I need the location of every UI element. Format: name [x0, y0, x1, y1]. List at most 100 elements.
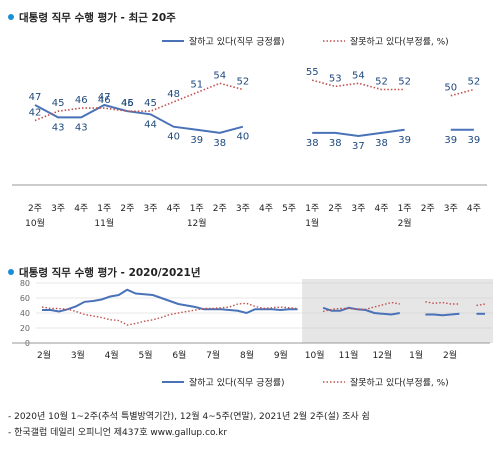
- x-week-label: 5주: [282, 203, 296, 214]
- x-month-label: 11월: [94, 217, 114, 229]
- x-month-label: 5월: [138, 349, 152, 361]
- negative-data-label: 48: [167, 89, 180, 100]
- negative-series-line: [476, 303, 486, 307]
- x-week-label: 2주: [120, 203, 134, 214]
- x-month-label: 11월: [339, 349, 359, 361]
- x-month-label: 4월: [105, 349, 119, 361]
- positive-series-line: [312, 128, 405, 138]
- x-month-label: 2월: [37, 349, 51, 361]
- negative-data-label: 52: [237, 77, 250, 88]
- legend-positive-label: 잘하고 있다(직무 긍정률): [189, 377, 285, 389]
- x-month-label: 9월: [274, 349, 288, 361]
- positive-data-label: 43: [75, 122, 88, 133]
- x-month-label: 1월: [305, 217, 319, 229]
- x-week-label: 1주: [305, 203, 319, 214]
- x-week-label: 3주: [143, 203, 157, 214]
- negative-data-label: 52: [468, 77, 481, 88]
- x-week-label: 4주: [259, 203, 273, 214]
- x-month-label: 8월: [240, 349, 254, 361]
- negative-data-label: 55: [306, 67, 319, 78]
- positive-data-label: 38: [375, 138, 388, 149]
- negative-series-line: [34, 82, 244, 122]
- bottom-chart-title-text: 대통령 직무 수행 평가 - 2020/2021년: [19, 267, 201, 279]
- negative-data-label: 52: [375, 77, 388, 88]
- x-week-label: 2주: [28, 203, 42, 214]
- x-week-label: 1주: [398, 203, 412, 214]
- x-week-label: 4주: [374, 203, 388, 214]
- bullet-icon: [8, 14, 14, 20]
- x-month-label: 2월: [443, 349, 457, 361]
- x-month-label: 6월: [172, 349, 186, 361]
- negative-series-line: [425, 301, 460, 305]
- x-week-label: 4주: [467, 203, 481, 214]
- y-tick-label: 20: [20, 324, 30, 333]
- legend-positive-label: 잘하고 있다(직무 긍정률): [189, 36, 285, 48]
- positive-data-label: 39: [398, 135, 411, 146]
- positive-data-label: 47: [98, 92, 111, 103]
- x-week-label: 2주: [213, 203, 227, 214]
- positive-data-label: 44: [144, 119, 157, 130]
- positive-data-label: 38: [213, 138, 226, 149]
- positive-data-label: 40: [167, 132, 180, 143]
- negative-data-label: 46: [75, 95, 88, 106]
- y-tick-label: 80: [20, 279, 30, 288]
- negative-data-label: 42: [29, 108, 42, 119]
- x-month-label: 1월: [409, 349, 423, 361]
- x-month-label: 10월: [25, 217, 45, 229]
- negative-data-label: 53: [329, 73, 342, 84]
- positive-data-label: 39: [468, 135, 481, 146]
- negative-series-line: [322, 301, 400, 313]
- x-week-label: 2주: [328, 203, 342, 214]
- footnote-1: - 2020년 10월 1~2주(추석 특별방역기간), 12월 4~5주(연말…: [8, 412, 370, 422]
- positive-data-label: 38: [329, 138, 342, 149]
- top-chart-title-text: 대통령 직무 수행 평가 - 최근 20주: [19, 12, 176, 24]
- x-week-label: 1주: [97, 203, 111, 214]
- x-month-label: 3월: [71, 349, 85, 361]
- positive-series-line: [42, 288, 298, 315]
- negative-data-label: 52: [398, 77, 411, 88]
- negative-data-label: 45: [52, 98, 65, 109]
- negative-data-label: 50: [444, 83, 457, 94]
- x-month-label: 7월: [206, 349, 220, 361]
- negative-series-line: [450, 88, 475, 97]
- positive-data-label: 45: [121, 98, 134, 109]
- positive-data-label: 40: [237, 132, 250, 143]
- negative-data-label: 54: [352, 70, 365, 81]
- negative-data-label: 54: [213, 70, 226, 81]
- x-week-label: 3주: [51, 203, 65, 214]
- positive-series-line: [425, 312, 460, 317]
- y-tick-label: 40: [20, 309, 30, 318]
- footnote-2: - 한국갤럽 데일리 오피니언 제437호 www.gallup.co.kr: [8, 428, 228, 438]
- x-week-label: 4주: [167, 203, 181, 214]
- x-month-label: 12월: [187, 217, 207, 229]
- x-week-label: 3주: [444, 203, 458, 214]
- x-week-label: 2주: [421, 203, 435, 214]
- positive-data-label: 37: [352, 141, 365, 152]
- negative-data-label: 46: [98, 95, 111, 106]
- positive-series-line: [34, 103, 244, 134]
- positive-data-label: 47: [29, 92, 42, 103]
- negative-data-label: 45: [144, 98, 157, 109]
- x-week-label: 4주: [74, 203, 88, 214]
- positive-data-label: 39: [444, 135, 457, 146]
- y-tick-label: 60: [20, 294, 30, 303]
- positive-data-label: 38: [306, 138, 319, 149]
- x-month-label: 2월: [398, 217, 412, 229]
- x-week-label: 3주: [351, 203, 365, 214]
- x-month-label: 12월: [372, 349, 392, 361]
- positive-data-label: 43: [52, 122, 65, 133]
- bullet-icon: [8, 269, 14, 275]
- legend-negative-label: 잘못하고 있다(부정률, %): [350, 377, 449, 389]
- legend-negative-label: 잘못하고 있다(부정률, %): [350, 36, 449, 48]
- x-week-label: 3주: [236, 203, 250, 214]
- x-month-label: 10월: [305, 349, 325, 361]
- bottom-chart-title: 대통령 직무 수행 평가 - 2020/2021년: [8, 265, 201, 280]
- positive-data-label: 39: [190, 135, 203, 146]
- x-week-label: 1주: [190, 203, 204, 214]
- negative-data-label: 51: [190, 80, 203, 91]
- top-chart-title: 대통령 직무 수행 평가 - 최근 20주: [8, 10, 176, 25]
- negative-series-line: [41, 302, 298, 326]
- negative-data-label: 46: [121, 98, 134, 109]
